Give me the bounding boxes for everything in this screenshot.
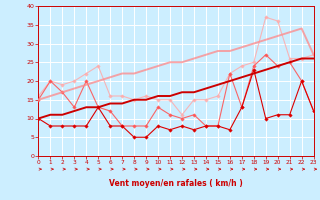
X-axis label: Vent moyen/en rafales ( km/h ): Vent moyen/en rafales ( km/h ) — [109, 179, 243, 188]
